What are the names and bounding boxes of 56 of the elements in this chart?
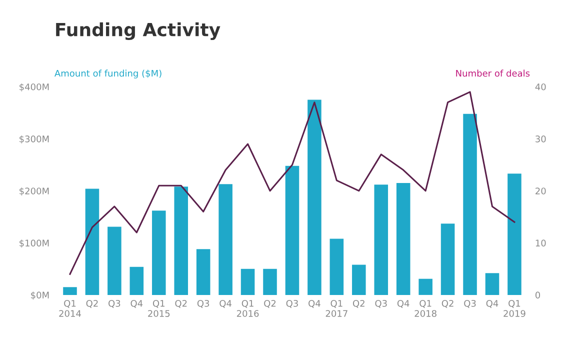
x-tick-label: Q1 2019 [504, 300, 526, 317]
x-tick-label: Q4 [220, 300, 232, 308]
x-tick-label: Q1 2015 [148, 300, 170, 317]
y2-tick-label: 30 [536, 136, 546, 142]
bar [418, 278, 432, 295]
bar [330, 238, 344, 295]
bar [108, 226, 122, 295]
bar [85, 188, 100, 295]
y-tick-label: $200M [20, 187, 49, 196]
y2-axis-title: Number of deals [456, 70, 530, 77]
chart-title: Funding Activity [56, 22, 220, 40]
y-axis-title: Amount of funding ($M) [54, 70, 162, 78]
bar [63, 287, 77, 295]
x-tick-label: Q2 [264, 300, 276, 308]
bar [374, 184, 388, 295]
x-tick-label: Q1 2018 [414, 300, 436, 317]
bar [396, 183, 410, 295]
x-tick-label: Q2 [175, 300, 187, 308]
y-tick-label: $100M [20, 239, 49, 248]
y2-tick-label: 0 [535, 292, 540, 299]
bar [352, 264, 366, 295]
x-tick-label: Q2 [86, 300, 98, 308]
bar [508, 174, 522, 295]
x-tick-label: Q2 [442, 300, 454, 308]
y2-tick-label: 10 [536, 240, 546, 246]
bar [485, 273, 500, 295]
bar [218, 184, 232, 295]
line-series [69, 91, 516, 275]
bar [308, 100, 322, 295]
x-tick-label: Q1 2016 [236, 300, 259, 317]
x-tick-label: Q3 [197, 300, 210, 308]
bar [240, 268, 255, 295]
x-tick-label: Q4 [130, 300, 143, 308]
bar [440, 224, 455, 295]
x-tick-label: Q4 [397, 300, 410, 308]
x-tick-label: Q1 2014 [59, 300, 81, 317]
bar [263, 268, 277, 295]
y-tick-label: $400M [20, 83, 49, 92]
x-tick-label: Q4 [308, 300, 320, 308]
y-tick-label: $300M [20, 135, 49, 144]
x-tick-label: Q4 [486, 300, 498, 308]
x-tick-label: Q3 [286, 300, 298, 308]
x-tick-label: Q1 2017 [326, 300, 348, 317]
x-tick-label: Q2 [352, 300, 364, 308]
x-tick-label: Q3 [108, 300, 120, 308]
bar [285, 166, 300, 295]
bar [130, 266, 144, 295]
bar [152, 210, 166, 295]
bar [196, 249, 210, 295]
bar [463, 114, 477, 295]
y-tick-label: $0M [31, 292, 49, 300]
x-tick-label: Q3 [464, 300, 476, 308]
bar [174, 186, 188, 295]
y2-tick-label: 20 [536, 188, 546, 194]
y2-tick-label: 40 [535, 83, 546, 90]
x-tick-label: Q3 [375, 300, 387, 308]
